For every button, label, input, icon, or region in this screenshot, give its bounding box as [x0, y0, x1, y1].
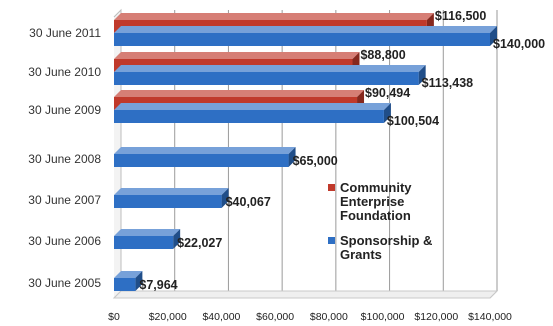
bar-sponsorship-grants [114, 65, 426, 85]
data-label-sponsorship-grants: $22,027 [177, 236, 222, 250]
bar-community-enterprise-foundation-top [114, 90, 365, 97]
bar-sponsorship-grants [114, 26, 497, 46]
bar-community-enterprise-foundation-top [114, 13, 434, 20]
data-label-community-enterprise-foundation: $116,500 [435, 9, 486, 23]
category-labels: 30 June 2005 30 June 2006 30 June 2007 30 J… [28, 26, 101, 290]
category-label: 30 June 2007 [28, 193, 101, 207]
category-label: 30 June 2008 [28, 152, 101, 166]
x-tick-label: $20,000 [149, 311, 187, 323]
data-labels: $7,964 $22,027 $40,067 $65,000 $90,494 $100,5… [139, 9, 545, 292]
category-label: 30 June 2006 [28, 234, 101, 248]
legend-label-line: Grants [340, 247, 382, 262]
bar-sponsorship-grants-end [173, 229, 181, 249]
bar-sponsorship-grants-top [114, 103, 391, 110]
category-label: 30 June 2005 [28, 276, 101, 290]
bar-sponsorship-grants-top [114, 26, 497, 33]
bar-sponsorship-grants-top [114, 188, 229, 195]
bar-sponsorship-grants [114, 229, 181, 249]
bar-sponsorship-grants-front [114, 154, 289, 167]
data-label-sponsorship-grants: $40,067 [226, 195, 271, 209]
x-tick-label: $80,000 [310, 311, 348, 323]
bar-sponsorship-grants-top [114, 271, 143, 278]
legend-swatch [328, 184, 335, 191]
bar-community-enterprise-foundation-top [114, 52, 360, 59]
bar-sponsorship-grants-end [418, 65, 426, 85]
bar-sponsorship-grants-top [114, 147, 296, 154]
x-tick-label: $60,000 [256, 311, 294, 323]
bar-sponsorship-grants-end [490, 26, 497, 46]
bar-sponsorship-grants [114, 147, 296, 167]
x-tick-label: $0 [108, 311, 120, 323]
x-tick-label: $40,000 [202, 311, 240, 323]
data-label-sponsorship-grants: $100,504 [387, 114, 439, 128]
x-tick-label: $140,000 [468, 311, 512, 323]
data-label-sponsorship-grants: $113,438 [422, 76, 473, 90]
category-label: 30 June 2010 [28, 65, 101, 79]
bar-sponsorship-grants-end [288, 147, 296, 167]
x-tick-label: $100,000 [361, 311, 405, 323]
bar-sponsorship-grants-front [114, 195, 222, 208]
bar-sponsorship-grants-end [221, 188, 229, 208]
category-label: 30 June 2009 [28, 103, 101, 117]
data-label-community-enterprise-foundation: $90,494 [365, 86, 410, 100]
bars [114, 13, 497, 291]
bar-sponsorship-grants-front [114, 278, 136, 291]
bar-sponsorship-grants-end [383, 103, 391, 123]
bar-sponsorship-grants-front [114, 110, 384, 123]
bar-sponsorship-grants [114, 188, 229, 208]
legend-label: Community Enterprise Foundation [340, 180, 412, 223]
legend-label-line: Foundation [340, 208, 411, 223]
x-tick-label: $120,000 [414, 311, 458, 323]
data-label-sponsorship-grants: $7,964 [139, 278, 177, 292]
legend-label: Sponsorship & Grants [340, 233, 432, 262]
category-label: 30 June 2011 [29, 26, 101, 40]
bar-sponsorship-grants [114, 103, 391, 123]
bar-sponsorship-grants-end [135, 271, 143, 291]
x-tick-labels: $0 $20,000 $40,000 $60,000 $80,000 $100,000 $1… [108, 311, 512, 323]
legend-label-line: Enterprise [340, 194, 404, 209]
bar-sponsorship-grants-top [114, 65, 426, 72]
bar-sponsorship-grants-front [114, 33, 490, 46]
chart-floor [112, 290, 499, 299]
data-label-sponsorship-grants: $140,000 [493, 37, 545, 51]
legend-label-line: Sponsorship & [340, 233, 432, 248]
legend-label-line: Community [340, 180, 412, 195]
bar-sponsorship-grants-top [114, 229, 181, 236]
bar-sponsorship-grants-front [114, 236, 174, 249]
legend: Community Enterprise Foundation Sponsorship… [328, 180, 432, 262]
bar-sponsorship-grants-front [114, 72, 419, 85]
data-label-sponsorship-grants: $65,000 [293, 154, 338, 168]
legend-swatch [328, 237, 335, 244]
data-label-community-enterprise-foundation: $88,800 [360, 48, 405, 62]
bar-sponsorship-grants [114, 271, 143, 291]
